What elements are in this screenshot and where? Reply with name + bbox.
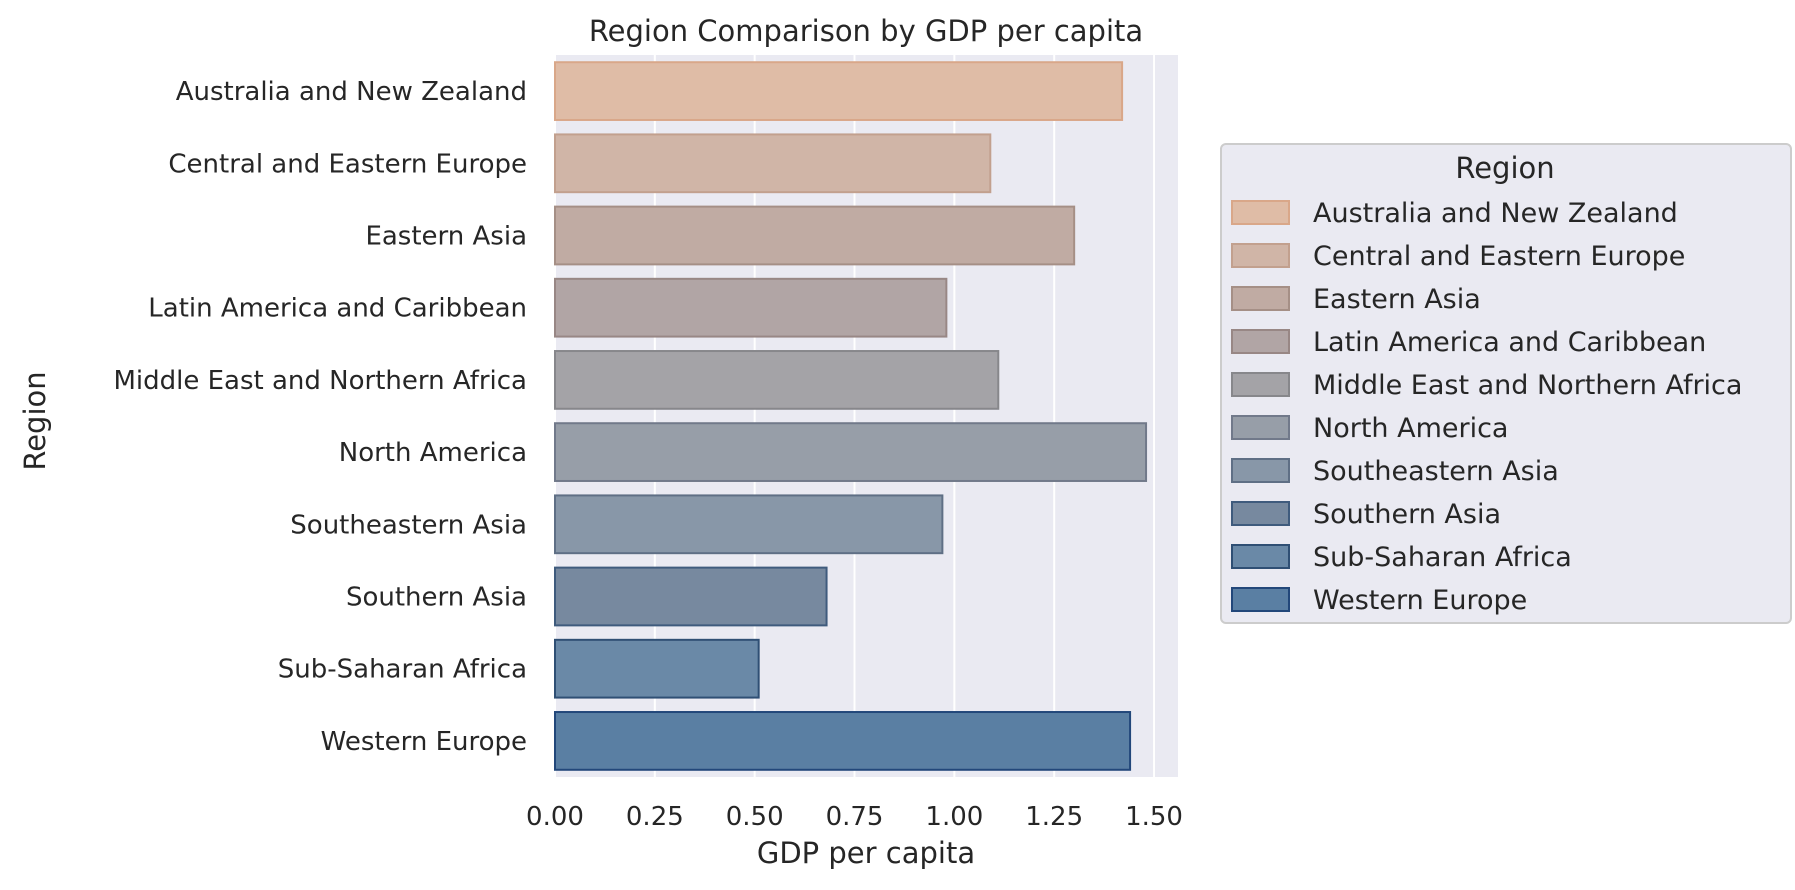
legend-swatch: [1231, 501, 1290, 526]
bar: [554, 711, 1132, 771]
x-tick-labels: 0.00 0.25 0.50 0.75 1.00 1.25 1.50: [526, 802, 1183, 832]
x-tick-label: 0.25: [626, 802, 684, 832]
bar: [554, 61, 1124, 121]
legend-swatch: [1231, 372, 1290, 397]
bar: [554, 422, 1148, 482]
legend-label: Southern Asia: [1313, 499, 1501, 530]
legend-swatch: [1231, 243, 1290, 268]
x-axis-label: GDP per capita: [757, 836, 975, 870]
bar: [554, 133, 992, 194]
y-tick-label: North America: [339, 438, 527, 468]
legend-swatch: [1231, 415, 1290, 440]
legend-title: Region: [1455, 151, 1554, 185]
x-tick-label: 0.00: [526, 802, 584, 832]
y-tick-label: Middle East and Northern Africa: [113, 366, 527, 396]
legend-label: Central and Eastern Europe: [1313, 241, 1685, 272]
x-tick-label: 0.75: [826, 802, 884, 832]
legend-label: Western Europe: [1313, 585, 1527, 616]
bars: [554, 61, 1148, 771]
bar: [554, 277, 948, 338]
legend-swatch: [1231, 200, 1290, 225]
legend-label: Australia and New Zealand: [1313, 198, 1678, 229]
y-tick-label: Western Europe: [321, 727, 527, 757]
x-tick-label: 1.50: [1125, 802, 1183, 832]
legend: Region Australia and New Zealand Central …: [1220, 143, 1792, 624]
legend-swatch: [1231, 587, 1290, 612]
legend-label: Middle East and Northern Africa: [1313, 370, 1742, 401]
y-tick-label: Latin America and Caribbean: [148, 294, 527, 324]
legend-label: Sub-Saharan Africa: [1313, 542, 1572, 573]
legend-label: Latin America and Caribbean: [1313, 327, 1706, 358]
y-tick-label: Eastern Asia: [365, 222, 527, 252]
y-tick-label: Southern Asia: [346, 583, 527, 613]
x-tick-label: 0.50: [726, 802, 784, 832]
x-tick-label: 1.00: [925, 802, 983, 832]
legend-swatch: [1231, 286, 1290, 311]
legend-frame: [1220, 143, 1792, 624]
legend-items: Australia and New Zealand Central and Eas…: [1231, 198, 1742, 616]
y-tick-label: Southeastern Asia: [290, 510, 527, 540]
legend-label: Eastern Asia: [1313, 284, 1481, 315]
legend-swatch: [1231, 544, 1290, 569]
y-tick-label: Central and Eastern Europe: [168, 149, 527, 179]
y-tick-label: Australia and New Zealand: [176, 77, 527, 107]
x-tick-label: 1.25: [1025, 802, 1083, 832]
bar: [554, 638, 760, 699]
legend-label: Southeastern Asia: [1313, 456, 1559, 487]
legend-swatch: [1231, 329, 1290, 354]
y-tick-label: Sub-Saharan Africa: [278, 655, 527, 685]
legend-swatch: [1231, 458, 1290, 483]
chart-title: Region Comparison by GDP per capita: [589, 14, 1143, 48]
bar: [554, 494, 944, 555]
bar: [554, 566, 828, 627]
bar: [554, 350, 1000, 410]
y-axis-label: Region: [18, 371, 52, 470]
bar: [554, 205, 1076, 266]
y-tick-labels: Australia and New Zealand Central and Eas…: [113, 77, 527, 757]
legend-label: North America: [1313, 413, 1508, 444]
